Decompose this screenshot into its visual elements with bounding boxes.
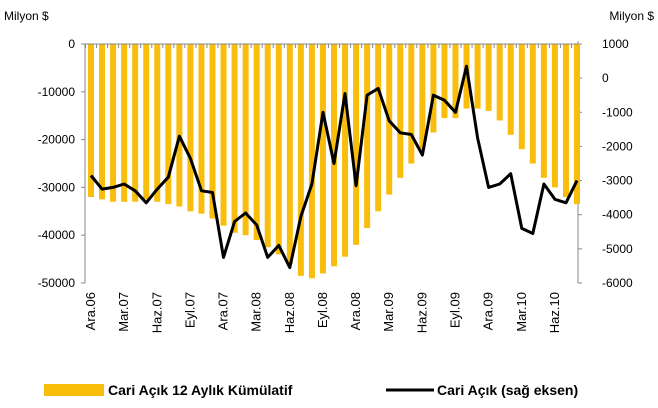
x-tick-label: Haz.08 (282, 292, 297, 333)
bar (441, 44, 448, 119)
bar (286, 44, 293, 264)
bar (507, 44, 514, 135)
bar (253, 44, 260, 240)
x-tick-label: Eyl.08 (315, 292, 330, 328)
bar (264, 44, 271, 248)
y-tick-label: -10000 (38, 85, 76, 99)
bar (353, 44, 360, 245)
x-tick-label: Ara.07 (216, 292, 231, 330)
legend-swatch (44, 384, 104, 396)
bar (364, 44, 371, 229)
bar (319, 44, 326, 274)
y-tick-label: -20000 (38, 133, 76, 147)
bar (496, 44, 503, 121)
y-tick-label: -40000 (38, 228, 76, 242)
bar (132, 44, 139, 202)
bar (275, 44, 282, 255)
x-tick-label: Eyl.07 (182, 292, 197, 328)
bar (209, 44, 216, 219)
y2-tick-label: -1000 (602, 105, 633, 119)
y2-tick-label: -2000 (602, 139, 633, 153)
y2-tick-label: -5000 (602, 242, 633, 256)
bar (154, 44, 161, 202)
y2-tick-label: -4000 (602, 208, 633, 222)
bar (574, 44, 580, 205)
bar (110, 44, 117, 202)
bar (99, 44, 106, 200)
bar (342, 44, 349, 257)
bar (220, 44, 227, 226)
bar (419, 44, 426, 150)
y-tick-label: -50000 (38, 276, 76, 290)
bar (529, 44, 536, 164)
bar (408, 44, 415, 164)
x-tick-label: Mar.08 (249, 292, 264, 332)
x-tick-label: Mar.09 (381, 292, 396, 332)
bar (551, 44, 558, 188)
legend-label: Cari Açık 12 Aylık Kümülatif (108, 382, 293, 398)
bar (176, 44, 183, 207)
x-tick-label: Eyl.09 (448, 292, 463, 328)
y2-axis-title: Milyon $ (609, 9, 654, 23)
line (89, 64, 579, 270)
bar (198, 44, 205, 214)
y2-tick-label: -6000 (602, 276, 633, 290)
x-tick-label: Ara.09 (481, 292, 496, 330)
y2-tick-label: 0 (602, 71, 609, 85)
bar (88, 44, 94, 197)
bar (165, 44, 172, 205)
bar (308, 44, 315, 279)
x-tick-label: Mar.07 (116, 292, 131, 332)
bar (297, 44, 304, 276)
y2-tick-label: 1000 (602, 37, 629, 51)
y-tick-label: 0 (68, 37, 75, 51)
bar (540, 44, 547, 178)
y-axis-title: Milyon $ (4, 9, 49, 23)
bar (430, 44, 437, 133)
bar (518, 44, 525, 150)
bar (231, 44, 238, 233)
bar (474, 44, 481, 109)
bar (242, 44, 249, 236)
bar (562, 44, 569, 197)
bar (121, 44, 128, 202)
y2-tick-label: -3000 (602, 174, 633, 188)
bar (397, 44, 404, 178)
x-tick-label: Haz.09 (414, 292, 429, 333)
y-tick-label: -30000 (38, 180, 76, 194)
x-tick-label: Ara.06 (83, 292, 98, 330)
bar (187, 44, 194, 212)
x-tick-label: Haz.07 (149, 292, 164, 333)
bar (452, 44, 459, 119)
bar (375, 44, 382, 212)
x-tick-label: Mar.10 (514, 292, 529, 332)
legend-label: Cari Açık (sağ eksen) (437, 382, 578, 398)
bar (143, 44, 150, 200)
x-tick-label: Ara.08 (348, 292, 363, 330)
x-tick-label: Haz.10 (547, 292, 562, 333)
bar (485, 44, 492, 111)
